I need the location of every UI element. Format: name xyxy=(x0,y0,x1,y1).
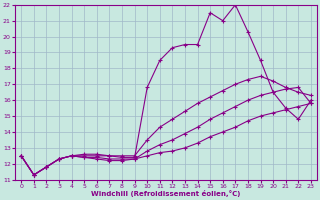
X-axis label: Windchill (Refroidissement éolien,°C): Windchill (Refroidissement éolien,°C) xyxy=(92,190,241,197)
